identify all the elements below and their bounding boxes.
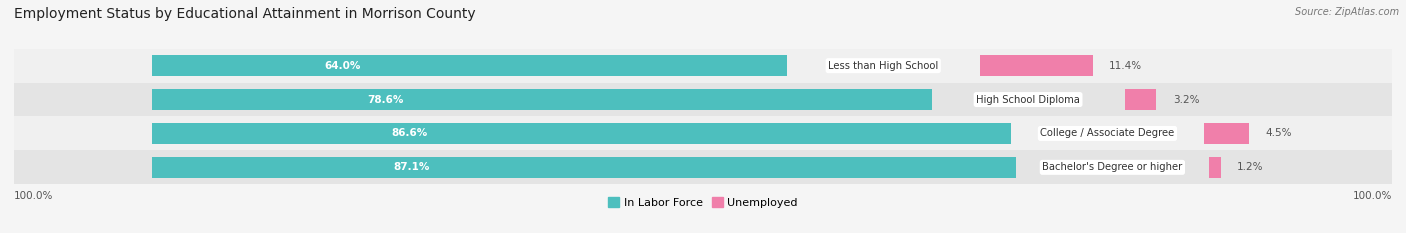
Bar — [14, 116, 1392, 150]
Bar — [152, 55, 787, 76]
Bar — [1209, 157, 1220, 178]
Text: 4.5%: 4.5% — [1265, 128, 1292, 138]
Text: Source: ZipAtlas.com: Source: ZipAtlas.com — [1295, 7, 1399, 17]
Text: 11.4%: 11.4% — [1109, 61, 1143, 71]
Bar — [152, 157, 1017, 178]
Text: 64.0%: 64.0% — [325, 61, 360, 71]
Text: 87.1%: 87.1% — [392, 162, 429, 172]
Text: Bachelor's Degree or higher: Bachelor's Degree or higher — [1042, 162, 1182, 172]
Bar — [14, 49, 1392, 83]
Bar — [1204, 123, 1249, 144]
Text: High School Diploma: High School Diploma — [976, 95, 1080, 105]
Text: 86.6%: 86.6% — [391, 128, 427, 138]
Text: 3.2%: 3.2% — [1173, 95, 1199, 105]
Text: Employment Status by Educational Attainment in Morrison County: Employment Status by Educational Attainm… — [14, 7, 475, 21]
Bar — [14, 150, 1392, 184]
Bar — [980, 55, 1092, 76]
Text: 100.0%: 100.0% — [14, 191, 53, 201]
Bar — [152, 89, 932, 110]
Text: College / Associate Degree: College / Associate Degree — [1040, 128, 1174, 138]
Bar — [152, 123, 1011, 144]
Text: Less than High School: Less than High School — [828, 61, 938, 71]
Bar — [14, 83, 1392, 116]
Text: 1.2%: 1.2% — [1237, 162, 1264, 172]
Text: 100.0%: 100.0% — [1353, 191, 1392, 201]
Bar — [1125, 89, 1156, 110]
Legend: In Labor Force, Unemployed: In Labor Force, Unemployed — [603, 193, 803, 212]
Text: 78.6%: 78.6% — [367, 95, 404, 105]
